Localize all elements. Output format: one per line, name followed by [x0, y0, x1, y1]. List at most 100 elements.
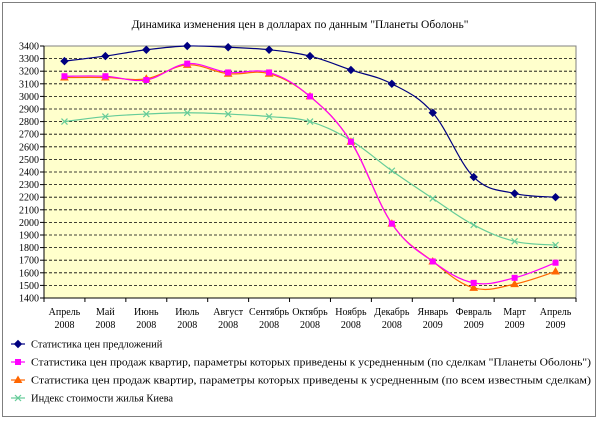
data-point: [470, 279, 477, 286]
legend-label: Индекс стоимости жилья Киева: [31, 394, 173, 405]
data-point: [552, 259, 559, 266]
data-point: [101, 51, 110, 61]
y-tick-label: 3000: [19, 92, 39, 103]
x-axis: Апрель 2008 Май 2008 Июнь 2008 Июль 2008 Август 2…: [43, 297, 577, 331]
data-point: [225, 69, 232, 76]
x-tick-label-year: 2009: [464, 320, 484, 331]
chart-frame: Динамика изменения цен в долларах по дан…: [2, 2, 596, 417]
x-tick-label-year: 2008: [341, 320, 361, 331]
legend-item: Статистика цен продаж квартир, параметры…: [11, 376, 592, 387]
legend-item: Статистика цен продаж квартир, параметры…: [11, 358, 592, 369]
data-point: [429, 258, 436, 265]
data-point: [184, 60, 191, 67]
data-point: [347, 138, 354, 145]
data-point: [469, 283, 479, 291]
data-point: [551, 267, 560, 275]
x-tick-label-month: Март: [503, 307, 526, 318]
x-tick-label-year: 2008: [54, 320, 74, 331]
x-tick-label-month: Май: [96, 307, 115, 318]
data-point: [387, 79, 397, 89]
legend-swatch-marker: [14, 394, 22, 402]
series-2: [61, 60, 559, 286]
legend-swatch-marker: [13, 375, 23, 383]
data-point: [428, 108, 437, 117]
y-tick-label: 2100: [19, 205, 39, 216]
legend-item: Индекс стоимости жилья Киева: [11, 394, 173, 405]
data-point: [101, 113, 109, 120]
data-point: [183, 41, 192, 51]
data-point: [266, 69, 273, 76]
data-point: [346, 65, 356, 75]
data-point: [183, 109, 191, 117]
y-tick-label: 1800: [19, 243, 39, 254]
x-tick-label-month: Январь: [417, 307, 448, 318]
y-tick-label: 3200: [19, 67, 39, 78]
x-tick-label-month: Апрель: [540, 307, 572, 318]
y-tick-label: 2200: [19, 193, 39, 204]
data-point: [388, 167, 396, 175]
y-tick-label: 2800: [19, 117, 39, 128]
data-point: [223, 43, 233, 52]
data-point: [510, 189, 519, 198]
data-point: [60, 56, 69, 66]
y-tick-label: 2600: [19, 142, 39, 153]
data-point: [469, 172, 478, 182]
y-tick-label: 1500: [19, 281, 39, 292]
data-point: [61, 118, 68, 126]
legend-label: Статистика цен предложений: [31, 340, 163, 351]
y-tick-label: 2000: [19, 218, 39, 229]
data-point: [306, 118, 314, 126]
x-tick-label-month: Ноябрь: [335, 307, 367, 318]
data-point: [102, 73, 109, 80]
series-1: [60, 41, 560, 202]
data-point: [429, 195, 437, 202]
y-tick-label: 3300: [19, 54, 39, 65]
data-point: [510, 279, 519, 288]
y-tick-label: 1600: [19, 268, 39, 279]
y-tick-label: 2900: [19, 105, 39, 116]
data-point: [142, 45, 151, 54]
x-tick-label-month: Февраль: [456, 307, 493, 318]
x-tick-label-year: 2008: [95, 320, 115, 331]
x-tick-label-month: Апрель: [49, 307, 81, 318]
x-tick-label-month: Июль: [175, 307, 199, 318]
y-tick-label: 1700: [19, 256, 39, 267]
x-tick-label-month: Сентябрь: [249, 307, 290, 318]
legend-label: Статистика цен продаж квартир, параметры…: [31, 376, 592, 387]
series-layer: [60, 41, 560, 291]
legend: Статистика цен предложений Статистика цен…: [11, 340, 592, 405]
x-tick-label-year: 2009: [546, 320, 566, 331]
y-tick-label: 2700: [19, 130, 39, 141]
legend-swatch-marker: [15, 359, 21, 365]
x-tick-label-month: Декабрь: [374, 307, 410, 318]
x-tick-label-year: 2008: [136, 320, 156, 331]
y-tick-label: 3400: [19, 42, 39, 53]
y-tick-label: 1400: [19, 294, 39, 305]
y-tick-label: 1900: [19, 231, 39, 242]
x-tick-label-month: Июнь: [134, 307, 159, 318]
data-point: [142, 110, 150, 118]
data-point: [388, 220, 395, 227]
chart-title: Динамика изменения цен в долларах по дан…: [132, 19, 469, 31]
y-tick-label: 3100: [19, 79, 39, 90]
plot-area: [43, 45, 577, 299]
data-point: [307, 93, 313, 100]
line-chart: Динамика изменения цен в долларах по дан…: [11, 19, 592, 405]
data-point: [224, 110, 232, 118]
y-axis: 1400150016001700180019002000210022002300…: [19, 42, 45, 305]
y-tick-label: 2300: [19, 180, 39, 191]
y-tick-label: 2500: [19, 155, 39, 166]
x-tick-label-month: Август: [213, 307, 243, 318]
data-point: [552, 241, 559, 249]
x-tick-label-year: 2009: [505, 320, 525, 331]
data-point: [264, 45, 274, 54]
data-point: [511, 237, 519, 245]
data-point: [305, 51, 315, 61]
x-tick-label-year: 2008: [259, 320, 279, 331]
x-tick-label-year: 2009: [423, 320, 443, 331]
data-point: [265, 113, 273, 120]
legend-label: Статистика цен продаж квартир, параметры…: [31, 358, 592, 369]
legend-swatch-marker: [13, 339, 23, 349]
data-point: [551, 192, 560, 202]
x-tick-label-year: 2008: [177, 320, 197, 331]
